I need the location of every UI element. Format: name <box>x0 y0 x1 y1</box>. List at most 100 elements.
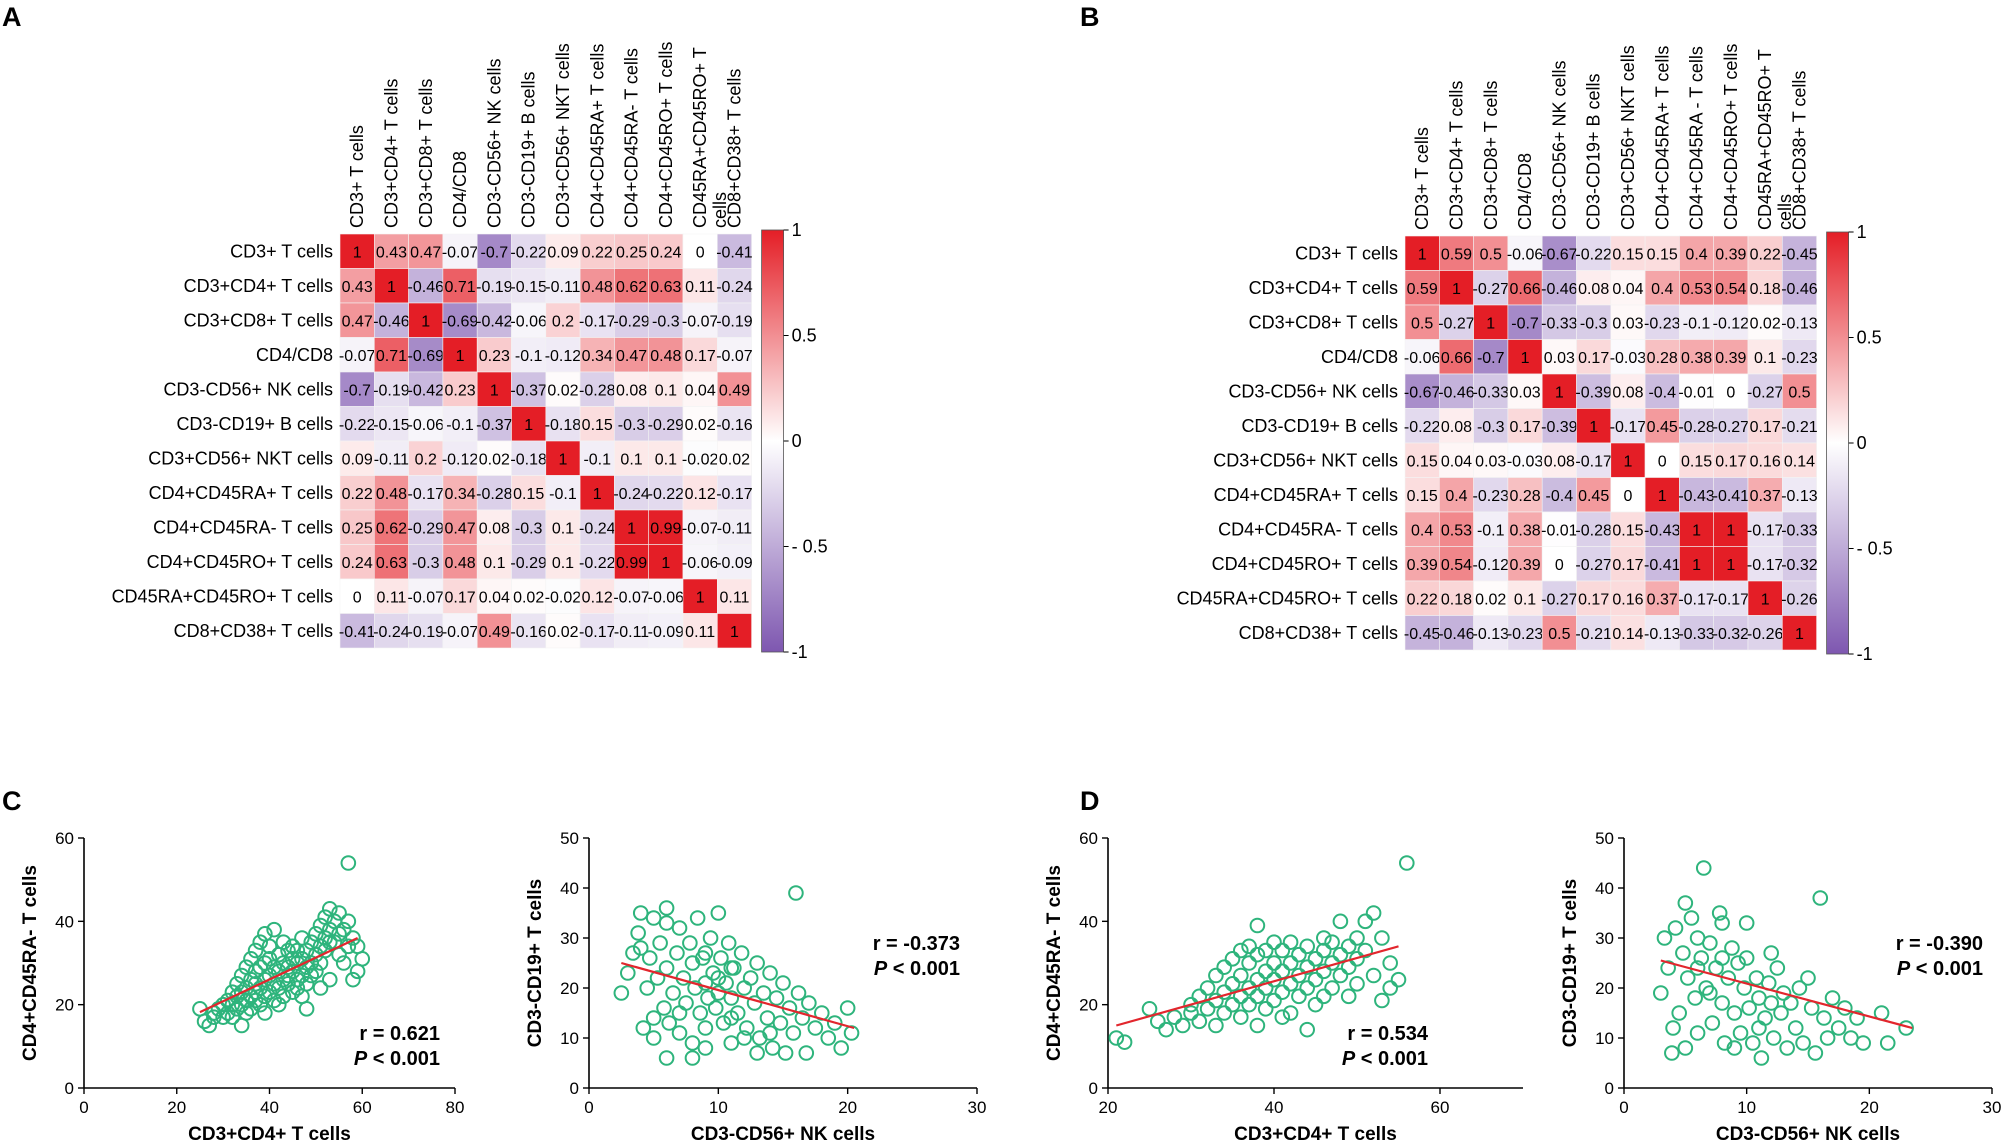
heat-cell <box>1507 477 1543 513</box>
data-point <box>317 930 333 946</box>
heat-cell <box>1747 339 1783 375</box>
cell-value: -0.46 <box>1541 281 1578 298</box>
cell-value: 0.2 <box>552 313 574 330</box>
cell-value: -0.18 <box>510 451 547 468</box>
heat-cell <box>1747 235 1783 271</box>
heat-cell <box>1541 511 1577 547</box>
row-label: CD3+CD8+ T cells <box>1249 312 1398 332</box>
cell-value: 0 <box>696 244 705 261</box>
heat-cell <box>1541 408 1577 444</box>
data-point <box>270 996 287 1013</box>
heat-cell <box>614 509 650 545</box>
heat-cell <box>716 406 752 442</box>
cell-value: -0.26 <box>1781 591 1818 608</box>
colorbar <box>1826 231 1849 655</box>
heat-cell <box>1439 270 1474 306</box>
cell-value: 0.47 <box>410 244 441 261</box>
heat-cell <box>1679 477 1715 513</box>
data-point <box>224 984 241 1000</box>
cell-value: -0.1 <box>583 451 611 468</box>
data-point <box>1291 946 1307 963</box>
cell-value: -0.22 <box>510 244 547 261</box>
heat-cell <box>614 578 650 614</box>
cell-value: 0.11 <box>376 589 406 606</box>
cell-value: 0.53 <box>1681 281 1712 298</box>
data-point <box>345 971 361 988</box>
heat-cell <box>682 371 718 407</box>
data-point <box>723 1010 740 1026</box>
data-point <box>1174 1017 1191 1034</box>
cell-value: 0.03 <box>1509 384 1540 401</box>
cell-value: -0.46 <box>1781 281 1818 298</box>
data-point <box>1656 930 1673 946</box>
data-point <box>1812 890 1829 906</box>
row-label: CD8+CD38+ T cells <box>1239 623 1398 643</box>
cell-value: -0.29 <box>510 555 547 572</box>
heat-cell <box>682 337 718 373</box>
x-axis-label: CD3-CD56+ NK cells <box>1716 1124 1900 1145</box>
data-point <box>1660 960 1676 976</box>
heat-cell <box>1610 235 1646 271</box>
cell-value: 0.54 <box>1441 557 1472 574</box>
data-point <box>790 985 807 1001</box>
cell-value: -0.1 <box>446 417 474 434</box>
row-label: CD4+CD45RA+ T cells <box>1214 485 1398 505</box>
cell-value: -0.45 <box>1404 626 1441 643</box>
heat-cell <box>476 475 512 511</box>
heat-cell <box>1713 546 1749 582</box>
r-value: r = -0.373 <box>873 933 960 955</box>
cell-value: -0.32 <box>1781 557 1818 574</box>
data-point <box>671 920 688 936</box>
column-label: CD4/CD8 <box>450 151 470 228</box>
heat-cell <box>339 302 375 338</box>
cell-value: 0.63 <box>376 555 407 572</box>
cell-value: 0.4 <box>1651 281 1673 298</box>
heat-cell <box>614 440 650 476</box>
cell-value: -0.01 <box>1678 384 1715 401</box>
heat-cell <box>648 268 684 304</box>
cell-value: -0.06 <box>682 555 719 572</box>
heat-cell <box>511 509 547 545</box>
data-point <box>682 935 698 951</box>
cell-value: -0.07 <box>442 624 479 641</box>
data-point <box>768 990 785 1006</box>
heat-cell <box>442 440 478 476</box>
heat-cell <box>545 509 581 545</box>
cell-value: -0.1 <box>1683 315 1711 332</box>
data-point <box>658 1050 675 1066</box>
heat-cell <box>1679 339 1715 375</box>
heat-cell <box>1679 270 1715 306</box>
heat-cell <box>1644 477 1680 513</box>
data-point <box>1726 1005 1743 1021</box>
data-point <box>1316 963 1332 980</box>
data-point <box>762 965 778 981</box>
y-axis-label: CD4+CD45RA- T cells <box>1044 865 1065 1061</box>
heat-cell <box>545 440 581 476</box>
data-point <box>1316 930 1332 946</box>
data-point <box>656 1000 672 1016</box>
cell-value: 1 <box>1452 281 1461 298</box>
heatmap-b: 1 0.59 0.5 -0.06-0.67-0.22 0.15 0.15 0.4 0.39 0.… <box>1177 44 1893 664</box>
cell-value: -0.29 <box>648 417 685 434</box>
heat-cell <box>373 544 409 580</box>
cell-value: 0.34 <box>444 486 475 503</box>
heat-cell <box>1679 546 1715 582</box>
heat-cell <box>1713 304 1749 340</box>
cell-value: 0.49 <box>719 382 750 399</box>
heat-cell <box>716 509 752 545</box>
heat-cell <box>716 268 752 304</box>
heat-cell <box>545 613 581 649</box>
data-point <box>1693 950 1710 966</box>
heat-cell <box>511 233 547 269</box>
heat-cell <box>1576 304 1612 340</box>
cell-value: -0.33 <box>1541 315 1578 332</box>
data-point <box>839 1000 856 1016</box>
data-point <box>1773 1005 1789 1021</box>
heat-cell <box>1713 235 1749 271</box>
heat-cell <box>339 578 375 614</box>
row-label: CD3+CD56+ NKT cells <box>148 448 333 468</box>
row-label: CD3+CD8+ T cells <box>184 310 333 330</box>
data-point <box>1399 855 1415 871</box>
cell-value: 1 <box>1521 350 1530 367</box>
data-point <box>1257 942 1274 959</box>
